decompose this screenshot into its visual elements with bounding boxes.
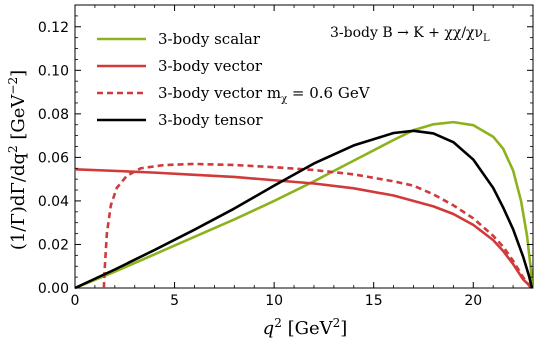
legend-label-2: 3-body vector mχ = 0.6 GeV bbox=[158, 84, 371, 105]
series-line-2 bbox=[102, 162, 533, 289]
x-tick-label: 10 bbox=[265, 293, 283, 309]
legend-label-1: 3-body vector bbox=[158, 57, 263, 75]
series-line-0 bbox=[74, 120, 534, 290]
legend-label-3: 3-body tensor bbox=[158, 111, 263, 129]
x-tick-label: 20 bbox=[464, 293, 482, 309]
y-tick-label: 0.06 bbox=[38, 150, 69, 166]
series-layer bbox=[74, 120, 534, 290]
y-tick-label: 0.10 bbox=[38, 63, 69, 79]
legend-label-0: 3-body scalar bbox=[158, 30, 261, 48]
series-line-1 bbox=[74, 168, 533, 289]
x-axis-label: q2 [GeV2] bbox=[263, 316, 348, 339]
y-tick-label: 0.04 bbox=[38, 194, 69, 210]
plot-frame bbox=[74, 4, 534, 289]
chart-annotation: 3-body B → K + χχ/χνL bbox=[330, 25, 490, 44]
y-tick-label: 0.02 bbox=[38, 237, 69, 253]
y-tick-label: 0.08 bbox=[38, 107, 69, 123]
x-tick-label: 15 bbox=[365, 293, 383, 309]
plot-frame-layer bbox=[74, 4, 534, 289]
legend: 3-body scalar 3-body vector 3-body vector … bbox=[97, 30, 371, 129]
ticks-layer: 0 5 10 15 20 0.00 0.02 0.04 0.06 0.08 0.10 0.12 bbox=[38, 5, 533, 309]
x-tick-label: 5 bbox=[170, 293, 179, 309]
x-tick-label: 0 bbox=[71, 293, 80, 309]
y-axis-label: (1/Γ)dΓ/dq2 [GeV−2] bbox=[6, 70, 29, 250]
y-tick-label: 0.00 bbox=[38, 281, 69, 297]
series-line-3 bbox=[74, 129, 534, 290]
y-tick-label: 0.12 bbox=[38, 20, 69, 36]
